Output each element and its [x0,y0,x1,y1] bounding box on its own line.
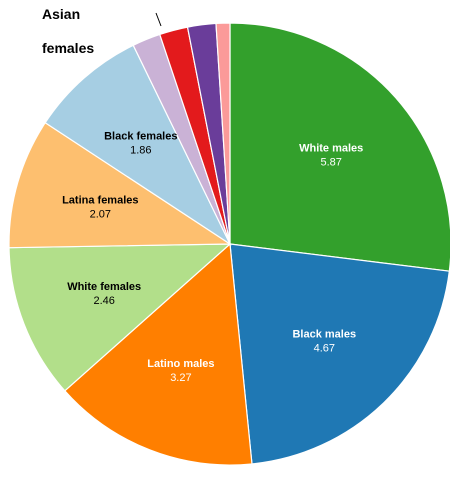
pie-slice-white-males [229,22,450,272]
pie-slice-unlabeled-9 [215,22,231,245]
slice-value-black-males: 4.67 [314,343,335,355]
external-label-asian-females-line1: Asian [42,6,80,22]
pie-slice-labels: White males 5.87 Black males 4.67 Latino mal… [62,131,363,384]
slice-label-white-males: White males [299,143,363,155]
pie-slice-white-females [8,243,232,392]
external-labels: Asian females [42,6,162,56]
leader-line-asian-females [155,12,162,27]
pie-slice-black-males [229,243,450,465]
pie-slice-latino-males [63,242,253,466]
slice-value-latino-males: 3.27 [170,372,191,384]
slice-value-white-males: 5.87 [320,157,341,169]
pie-slices [8,22,450,466]
slice-value-black-females: 1.86 [130,145,151,157]
pie-slice-black-females [44,44,232,246]
slice-label-black-males: Black males [292,329,356,341]
slice-label-latina-females: Latina females [62,194,138,206]
slice-label-black-females: Black females [104,131,177,143]
pie-slice-latina-females [8,121,232,249]
slice-value-white-females: 2.46 [93,295,114,307]
external-label-asian-females-line2: females [42,40,94,56]
slice-label-latino-males: Latino males [147,358,214,370]
slice-label-white-females: White females [67,281,141,293]
slice-value-latina-females: 2.07 [90,208,111,220]
